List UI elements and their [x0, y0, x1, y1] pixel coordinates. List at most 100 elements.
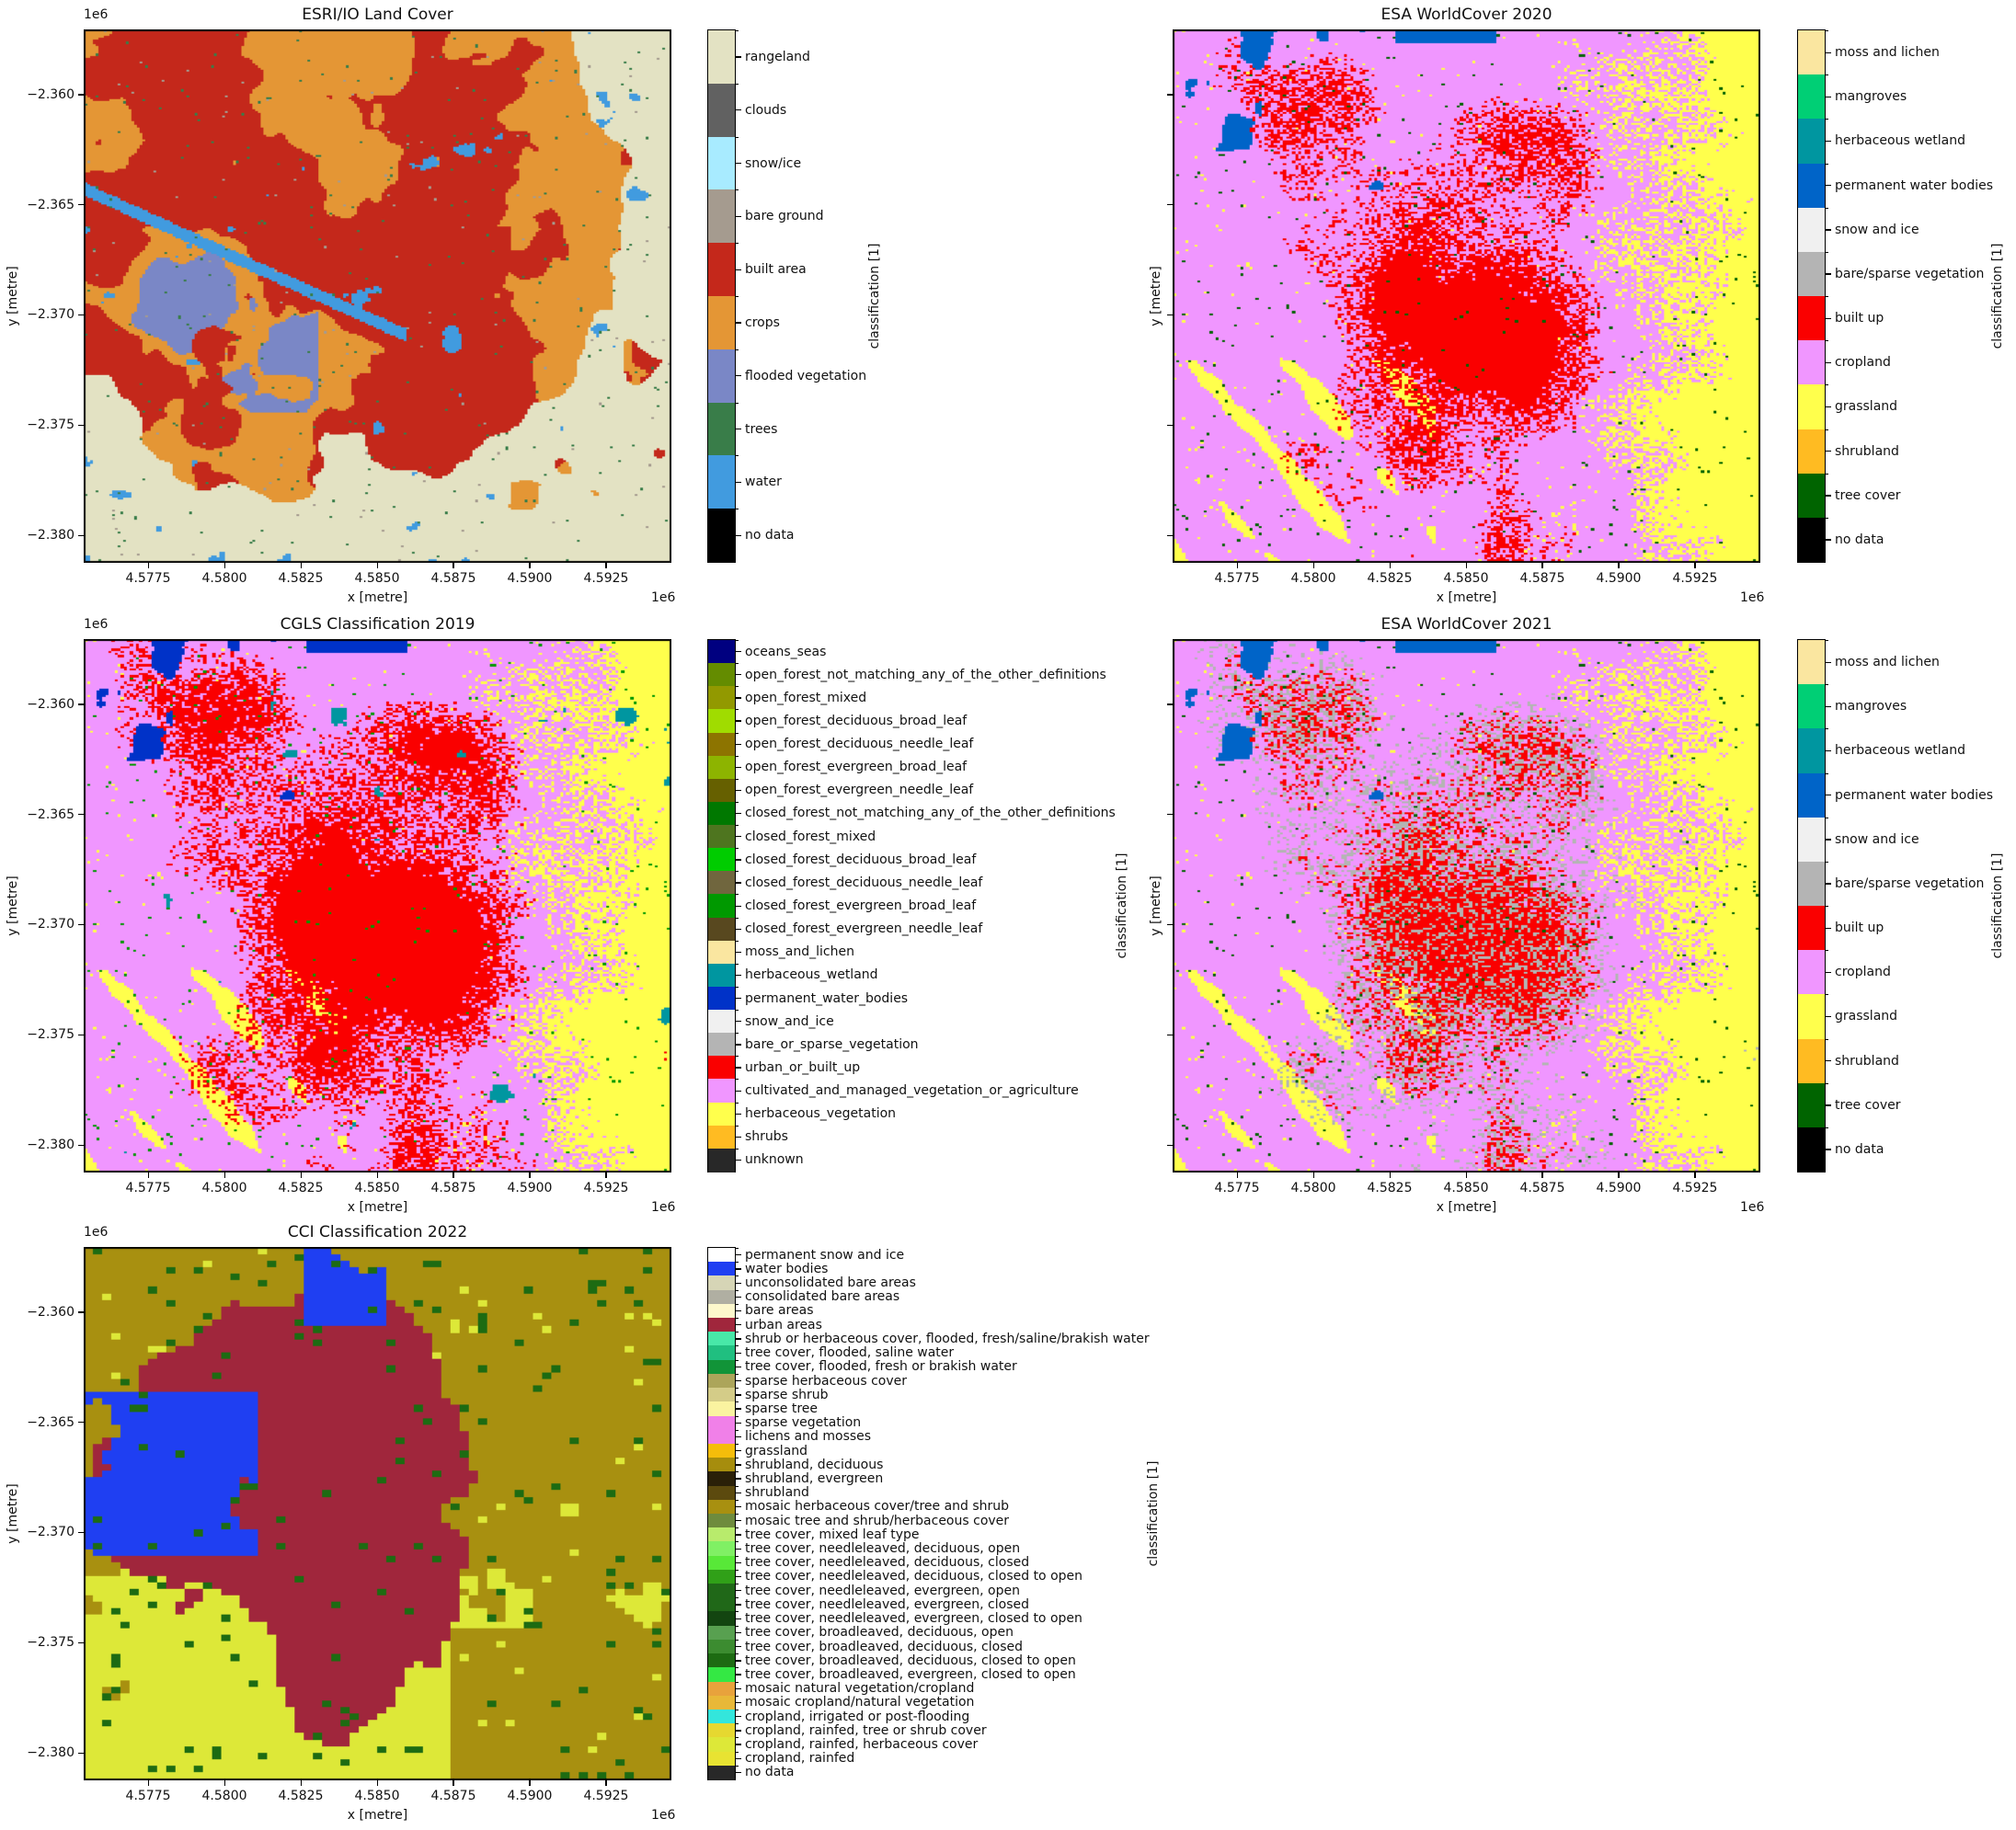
x-tick-mark: [300, 563, 302, 568]
colorbar-tick: [736, 1136, 741, 1138]
colorbar-minor-tick: [736, 1471, 739, 1473]
colorbar-minor-tick: [1826, 994, 1828, 996]
colorbar-label-shrubs: shrubs: [745, 1129, 788, 1145]
x-tick-label: 4.5825: [1367, 571, 1413, 586]
colorbar-label-crops: crops: [745, 315, 780, 330]
colorbar-tick: [736, 1771, 741, 1774]
y-tick-label: −2.365: [27, 806, 74, 822]
colorbar-label-permanent-water-bodies: permanent water bodies: [1835, 177, 1993, 193]
x-tick-mark: [1236, 1172, 1238, 1178]
colorbar-swatch: [708, 1625, 735, 1641]
x-axis-label: x [metre]: [347, 590, 408, 605]
colorbar-swatch: [708, 1541, 735, 1557]
x-tick-mark: [147, 1172, 149, 1178]
colorbar-minor-tick: [736, 755, 739, 757]
x-tick-label: 4.5775: [125, 571, 171, 586]
colorbar-title: classification [1]: [1990, 852, 2005, 959]
colorbar-swatch: [1798, 119, 1825, 165]
y-tick-mark: [78, 814, 84, 816]
colorbar-label-tree-cover-flooded-saline-water: tree cover, flooded, saline water: [745, 1345, 955, 1361]
colorbar-label-permanent-water-bodies: permanent_water_bodies: [745, 990, 909, 1006]
x-tick-label: 4.5900: [1596, 1181, 1642, 1195]
colorbar-label-tree-cover: tree cover: [1835, 1097, 1901, 1113]
colorbar-swatch: [1798, 1038, 1825, 1084]
x-tick-label: 4.5775: [1214, 1181, 1260, 1195]
colorbar-label-grassland: grassland: [1835, 399, 1898, 415]
colorbar-minor-tick: [736, 243, 739, 245]
x-axis-label: x [metre]: [1436, 1200, 1497, 1215]
colorbar-minor-tick: [736, 1401, 739, 1403]
colorbar-minor-tick: [736, 940, 739, 942]
colorbar-minor-tick: [1826, 950, 1828, 952]
colorbar-minor-tick: [1826, 296, 1828, 297]
y-tick-label: −2.360: [27, 1304, 74, 1320]
x-tick-mark: [452, 1780, 454, 1786]
colorbar-tick: [1826, 749, 1831, 752]
y-tick-label: −2.370: [27, 917, 74, 932]
colorbar-minor-tick: [736, 825, 739, 827]
colorbar-minor-tick: [736, 136, 739, 138]
colorbar-minor-tick: [736, 1639, 739, 1641]
colorbar-tick: [736, 375, 741, 377]
colorbar-swatch: [708, 1443, 735, 1458]
x-tick-mark: [1465, 1172, 1467, 1178]
x-tick-mark: [1389, 563, 1391, 568]
colorbar-label-tree-cover-needleleaved-evergreen-closed: tree cover, needleleaved, evergreen, clo…: [745, 1596, 1029, 1612]
colorbar-minor-tick: [736, 1541, 739, 1543]
colorbar-swatch: [1798, 207, 1825, 253]
colorbar-tick: [736, 766, 741, 768]
y-tick-mark: [1167, 534, 1173, 536]
colorbar-tick: [736, 1631, 741, 1634]
colorbar-label-closed-forest-not-matching-any-of-the-other-definitions: closed_forest_not_matching_any_of_the_ot…: [745, 806, 1116, 821]
colorbar-label-tree-cover-mixed-leaf-type: tree cover, mixed leaf type: [745, 1527, 920, 1542]
colorbar-tick: [1826, 1015, 1831, 1018]
x-tick-label: 4.5925: [1672, 1181, 1718, 1195]
colorbar-swatch: [1798, 517, 1825, 563]
colorbar: [707, 639, 736, 1172]
colorbar-minor-tick: [736, 1010, 739, 1012]
x-tick-mark: [1694, 563, 1696, 568]
colorbar-label-bare-areas: bare areas: [745, 1303, 814, 1319]
x-tick-mark: [1694, 1172, 1696, 1178]
x-tick-label: 4.5900: [1596, 571, 1642, 586]
colorbar-swatch: [708, 1033, 735, 1057]
colorbar-swatch: [708, 663, 735, 687]
colorbar-swatch: [708, 1653, 735, 1668]
colorbar-label-snow-and-ice: snow_and_ice: [745, 1013, 834, 1029]
colorbar-label-shrubland-evergreen: shrubland, evergreen: [745, 1470, 884, 1486]
colorbar-swatch: [708, 1485, 735, 1501]
colorbar-swatch: [1798, 163, 1825, 209]
colorbar-tick: [736, 951, 741, 954]
colorbar-minor-tick: [736, 778, 739, 780]
colorbar-swatch: [708, 778, 735, 803]
colorbar-label-built-up: built up: [1835, 311, 1884, 326]
y-tick-label: −2.370: [27, 1525, 74, 1540]
panel-title: CCI Classification 2022: [287, 1223, 468, 1241]
colorbar-tick: [736, 322, 741, 324]
colorbar-swatch: [708, 1584, 735, 1598]
colorbar-label-tree-cover-needleleaved-deciduous-closed: tree cover, needleleaved, deciduous, clo…: [745, 1555, 1030, 1571]
colorbar-minor-tick: [1826, 429, 1828, 430]
colorbar-tick: [736, 534, 741, 536]
colorbar-swatch: [708, 1148, 735, 1172]
colorbar-swatch: [708, 1359, 735, 1375]
colorbar-swatch: [708, 1262, 735, 1276]
colorbar-tick: [1826, 1060, 1831, 1062]
colorbar-label-mangroves: mangroves: [1835, 699, 1907, 715]
x-tick-label: 4.5875: [1519, 571, 1565, 586]
colorbar-minor-tick: [1826, 1082, 1828, 1084]
colorbar-tick: [1826, 229, 1831, 231]
x-tick-mark: [529, 563, 531, 568]
x-tick-mark: [1389, 1172, 1391, 1178]
colorbar-tick: [736, 859, 741, 861]
y-axis-label: y [metre]: [6, 1483, 20, 1544]
colorbar-label-flooded-vegetation: flooded vegetation: [745, 368, 867, 383]
colorbar-tick: [736, 674, 741, 676]
colorbar-minor-tick: [736, 189, 739, 191]
colorbar-label-moss-and-lichen: moss_and_lichen: [745, 944, 854, 960]
colorbar-tick: [736, 974, 741, 977]
colorbar-minor-tick: [736, 732, 739, 734]
colorbar-swatch: [708, 243, 735, 297]
colorbar-minor-tick: [736, 1569, 739, 1571]
colorbar-minor-tick: [736, 1611, 739, 1613]
